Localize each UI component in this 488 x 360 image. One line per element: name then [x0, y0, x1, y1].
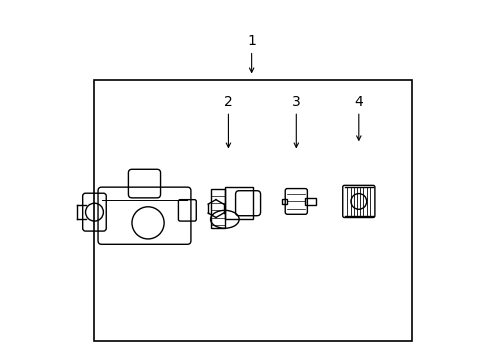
Text: 3: 3 — [291, 95, 300, 147]
Text: 1: 1 — [247, 34, 256, 72]
Bar — [304, 198, 315, 205]
Bar — [210, 189, 224, 228]
Bar — [282, 199, 287, 204]
Text: 4: 4 — [354, 95, 363, 140]
Bar — [94, 80, 411, 341]
Text: 2: 2 — [224, 95, 232, 147]
Bar — [224, 187, 253, 219]
